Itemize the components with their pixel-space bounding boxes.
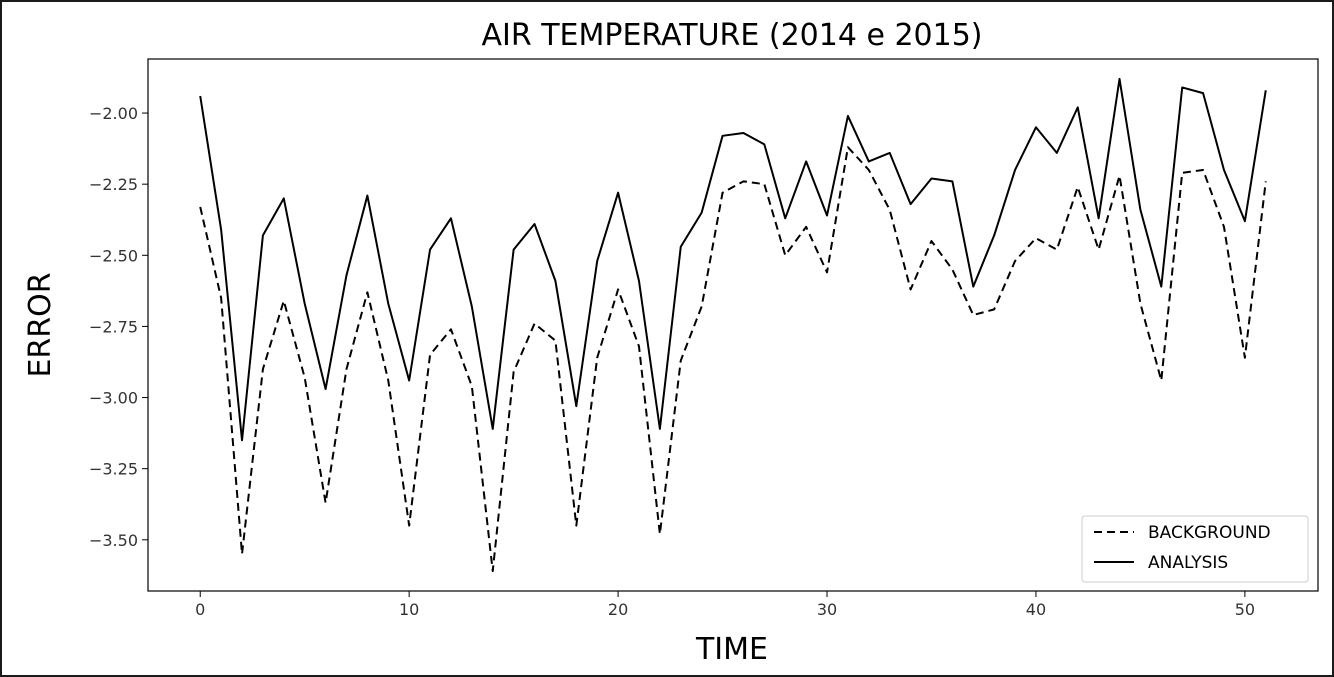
x-axis-label: TIME: [695, 632, 768, 667]
chart-title: AIR TEMPERATURE (2014 e 2015): [481, 18, 982, 53]
y-tick-label: −3.25: [89, 460, 138, 479]
y-tick-label: −2.00: [89, 104, 138, 123]
x-axis: 0 10 20 30 40 50: [195, 591, 1255, 619]
legend-label-background: BACKGROUND: [1148, 523, 1271, 543]
x-tick-label: 0: [195, 600, 205, 619]
x-tick-label: 50: [1235, 600, 1255, 619]
x-tick-label: 40: [1026, 600, 1046, 619]
series-line-background: [199, 146, 1267, 573]
series-layer: [199, 77, 1267, 573]
plot-area: [147, 58, 1319, 592]
y-tick-label: −3.00: [89, 389, 138, 408]
y-tick-label: −2.25: [89, 175, 138, 194]
legend-label-analysis: ANALYSIS: [1148, 553, 1228, 573]
legend: BACKGROUND ANALYSIS: [1081, 515, 1309, 583]
y-axis: −3.50 −3.25 −3.00 −2.75 −2.50 −2.25 −2.00: [89, 104, 148, 550]
series-line-analysis: [199, 77, 1267, 442]
x-tick-label: 30: [817, 600, 837, 619]
y-tick-label: −2.50: [89, 246, 138, 265]
y-axis-label: ERROR: [23, 272, 58, 377]
x-tick-label: 20: [608, 600, 628, 619]
y-tick-label: −3.50: [89, 531, 138, 550]
x-tick-label: 10: [399, 600, 419, 619]
y-tick-label: −2.75: [89, 317, 138, 336]
legend-box: [1081, 515, 1309, 583]
